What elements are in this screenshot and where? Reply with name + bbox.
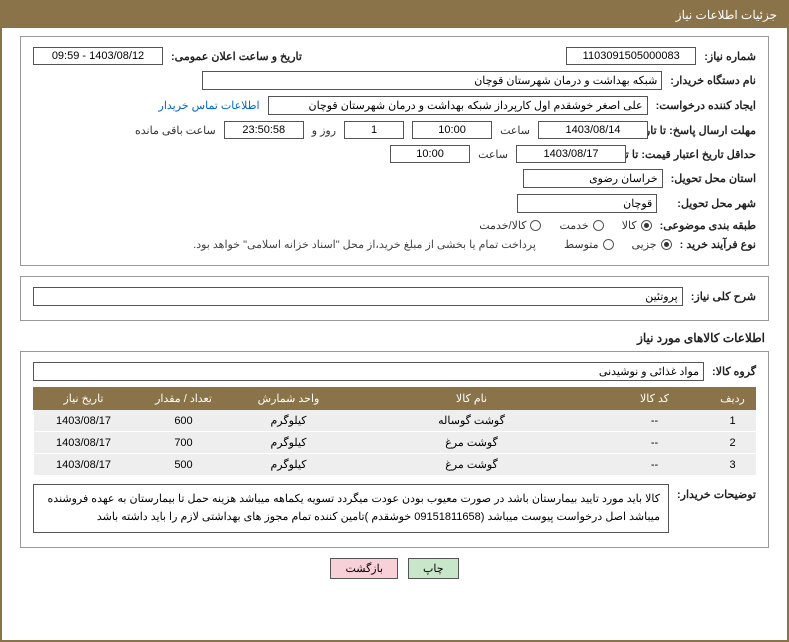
validity-date-field: 1403/08/17 (516, 145, 626, 163)
need-number-field: 1103091505000083 (566, 47, 696, 65)
validity-time-field: 10:00 (390, 145, 470, 163)
table-cell: 1 (710, 410, 756, 432)
requester-label: ایجاد کننده درخواست: (656, 99, 756, 112)
th-date: تاریخ نیاز (34, 388, 134, 410)
table-cell: 1403/08/17 (34, 454, 134, 476)
table-cell: -- (600, 432, 710, 454)
radio-medium[interactable] (603, 239, 614, 250)
contact-link[interactable]: اطلاعات تماس خریدار (159, 99, 260, 112)
remaining-time-field: 23:50:58 (224, 121, 304, 139)
deadline-label: مهلت ارسال پاسخ: تا تاریخ: (656, 124, 756, 137)
city-label: شهر محل تحویل: (677, 197, 756, 210)
table-cell: -- (600, 410, 710, 432)
radio-goods[interactable] (641, 220, 652, 231)
table-cell: 1403/08/17 (34, 410, 134, 432)
print-button[interactable]: چاپ (408, 558, 459, 579)
announce-field: 1403/08/12 - 09:59 (33, 47, 163, 65)
radio-both-label: کالا/خدمت (479, 219, 526, 232)
radio-partial-label: جزیی (632, 238, 657, 251)
th-qty: تعداد / مقدار (134, 388, 234, 410)
province-field: خراسان رضوی (523, 169, 663, 188)
th-row: ردیف (710, 388, 756, 410)
payment-note: پرداخت تمام یا بخشی از مبلغ خرید،از محل … (193, 238, 536, 251)
main-panel: جزئیات اطلاعات نیاز شماره نیاز: 11030915… (0, 0, 789, 642)
radio-service-label: خدمت (559, 219, 588, 232)
announce-label: تاریخ و ساعت اعلان عمومی: (171, 50, 302, 63)
days-label: روز و (312, 124, 336, 137)
city-field: قوچان (517, 194, 657, 213)
goods-group-label: گروه کالا: (712, 365, 756, 378)
time-label-2: ساعت (478, 148, 508, 161)
buyer-notes-field: کالا باید مورد تایید بیمارستان باشد در ص… (33, 484, 669, 533)
general-desc-field: پروتئین (33, 287, 683, 306)
process-label: نوع فرآیند خرید : (680, 238, 756, 251)
radio-service[interactable] (593, 220, 604, 231)
process-radio-group: جزیی متوسط (564, 238, 672, 251)
radio-both[interactable] (530, 220, 541, 231)
panel-title: جزئیات اطلاعات نیاز (2, 2, 787, 28)
table-cell: 2 (710, 432, 756, 454)
deadline-time-field: 10:00 (412, 121, 492, 139)
table-row: 2--گوشت مرغکیلوگرم7001403/08/17 (34, 432, 756, 454)
category-radio-group: کالا خدمت کالا/خدمت (479, 219, 651, 232)
th-unit: واحد شمارش (234, 388, 344, 410)
remaining-label: ساعت باقی مانده (135, 124, 216, 137)
requester-field: علی اصغر خوشقدم اول کارپرداز شبکه بهداشت… (268, 96, 648, 115)
general-desc-label: شرح کلی نیاز: (691, 290, 756, 303)
days-count-field: 1 (344, 121, 404, 139)
category-label: طبقه بندی موضوعی: (660, 219, 756, 232)
table-cell: گوشت گوساله (344, 410, 600, 432)
table-cell: -- (600, 454, 710, 476)
time-label-1: ساعت (500, 124, 530, 137)
buyer-org-label: نام دستگاه خریدار: (670, 74, 756, 87)
goods-group-field: مواد غذائی و نوشیدنی (33, 362, 704, 381)
table-cell: 1403/08/17 (34, 432, 134, 454)
description-section: شرح کلی نیاز: پروتئین (20, 276, 769, 321)
table-cell: گوشت مرغ (344, 454, 600, 476)
table-cell: 700 (134, 432, 234, 454)
goods-section: گروه کالا: مواد غذائی و نوشیدنی ردیف کد … (20, 351, 769, 548)
need-number-label: شماره نیاز: (704, 50, 756, 63)
radio-medium-label: متوسط (564, 238, 599, 251)
buyer-notes-label: توضیحات خریدار: (677, 484, 756, 501)
th-name: نام کالا (344, 388, 600, 410)
th-code: کد کالا (600, 388, 710, 410)
buyer-org-field: شبکه بهداشت و درمان شهرستان قوچان (202, 71, 662, 90)
table-cell: کیلوگرم (234, 432, 344, 454)
deadline-date-field: 1403/08/14 (538, 121, 648, 139)
validity-label: حداقل تاریخ اعتبار قیمت: تا تاریخ: (634, 148, 756, 161)
details-section: شماره نیاز: 1103091505000083 تاریخ و ساع… (20, 36, 769, 266)
table-row: 1--گوشت گوسالهکیلوگرم6001403/08/17 (34, 410, 756, 432)
radio-partial[interactable] (661, 239, 672, 250)
content-area: شماره نیاز: 1103091505000083 تاریخ و ساع… (2, 28, 787, 587)
goods-table: ردیف کد کالا نام کالا واحد شمارش تعداد /… (33, 387, 756, 476)
province-label: استان محل تحویل: (671, 172, 756, 185)
table-cell: گوشت مرغ (344, 432, 600, 454)
table-cell: 500 (134, 454, 234, 476)
back-button[interactable]: بازگشت (330, 558, 398, 579)
table-cell: کیلوگرم (234, 454, 344, 476)
goods-info-title: اطلاعات کالاهای مورد نیاز (24, 331, 765, 345)
table-cell: 3 (710, 454, 756, 476)
table-cell: کیلوگرم (234, 410, 344, 432)
radio-goods-label: کالا (622, 219, 637, 232)
button-row: چاپ بازگشت (20, 558, 769, 579)
table-cell: 600 (134, 410, 234, 432)
table-row: 3--گوشت مرغکیلوگرم5001403/08/17 (34, 454, 756, 476)
